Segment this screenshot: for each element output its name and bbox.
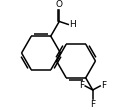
Text: O: O bbox=[56, 0, 63, 9]
Text: H: H bbox=[69, 20, 76, 29]
Text: F: F bbox=[80, 82, 85, 91]
Text: F: F bbox=[90, 100, 95, 109]
Text: F: F bbox=[101, 82, 106, 91]
